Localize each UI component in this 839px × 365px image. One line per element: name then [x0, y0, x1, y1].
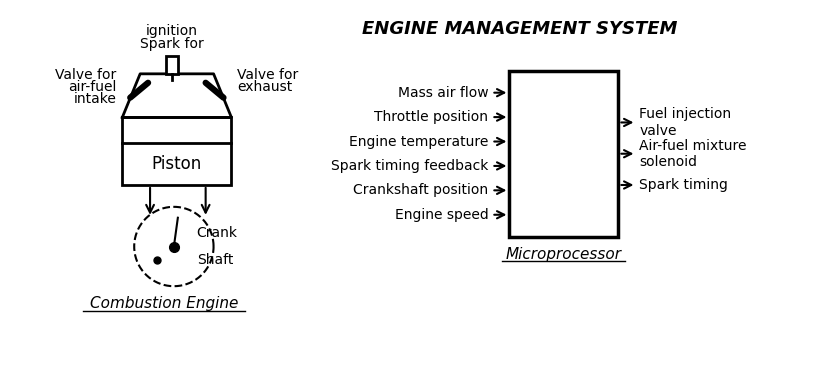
Text: Spark timing: Spark timing — [639, 178, 728, 192]
Text: intake: intake — [74, 92, 117, 105]
Text: Air-fuel mixture
solenoid: Air-fuel mixture solenoid — [639, 139, 747, 169]
Text: ENGINE MANAGEMENT SYSTEM: ENGINE MANAGEMENT SYSTEM — [362, 19, 677, 38]
Text: Mass air flow: Mass air flow — [398, 86, 488, 100]
Text: Crank: Crank — [196, 226, 237, 239]
Text: Valve for: Valve for — [55, 68, 117, 82]
Text: Shaft: Shaft — [196, 253, 233, 268]
Text: Spark for: Spark for — [140, 37, 204, 51]
Text: Spark timing feedback: Spark timing feedback — [331, 159, 488, 173]
Text: Fuel injection
valve: Fuel injection valve — [639, 107, 732, 138]
Text: Combustion Engine: Combustion Engine — [90, 296, 238, 311]
Text: Piston: Piston — [152, 155, 202, 173]
Text: Throttle position: Throttle position — [374, 110, 488, 124]
Text: Engine speed: Engine speed — [394, 208, 488, 222]
Bar — [509, 71, 618, 237]
Bar — [122, 118, 232, 185]
Text: Engine temperature: Engine temperature — [349, 135, 488, 149]
Text: exhaust: exhaust — [237, 80, 293, 94]
Text: ignition: ignition — [146, 24, 198, 38]
Text: air-fuel: air-fuel — [68, 80, 117, 94]
Bar — [166, 56, 178, 74]
Text: Microprocessor: Microprocessor — [506, 246, 622, 261]
Text: Valve for: Valve for — [237, 68, 299, 82]
Text: Crankshaft position: Crankshaft position — [353, 183, 488, 197]
